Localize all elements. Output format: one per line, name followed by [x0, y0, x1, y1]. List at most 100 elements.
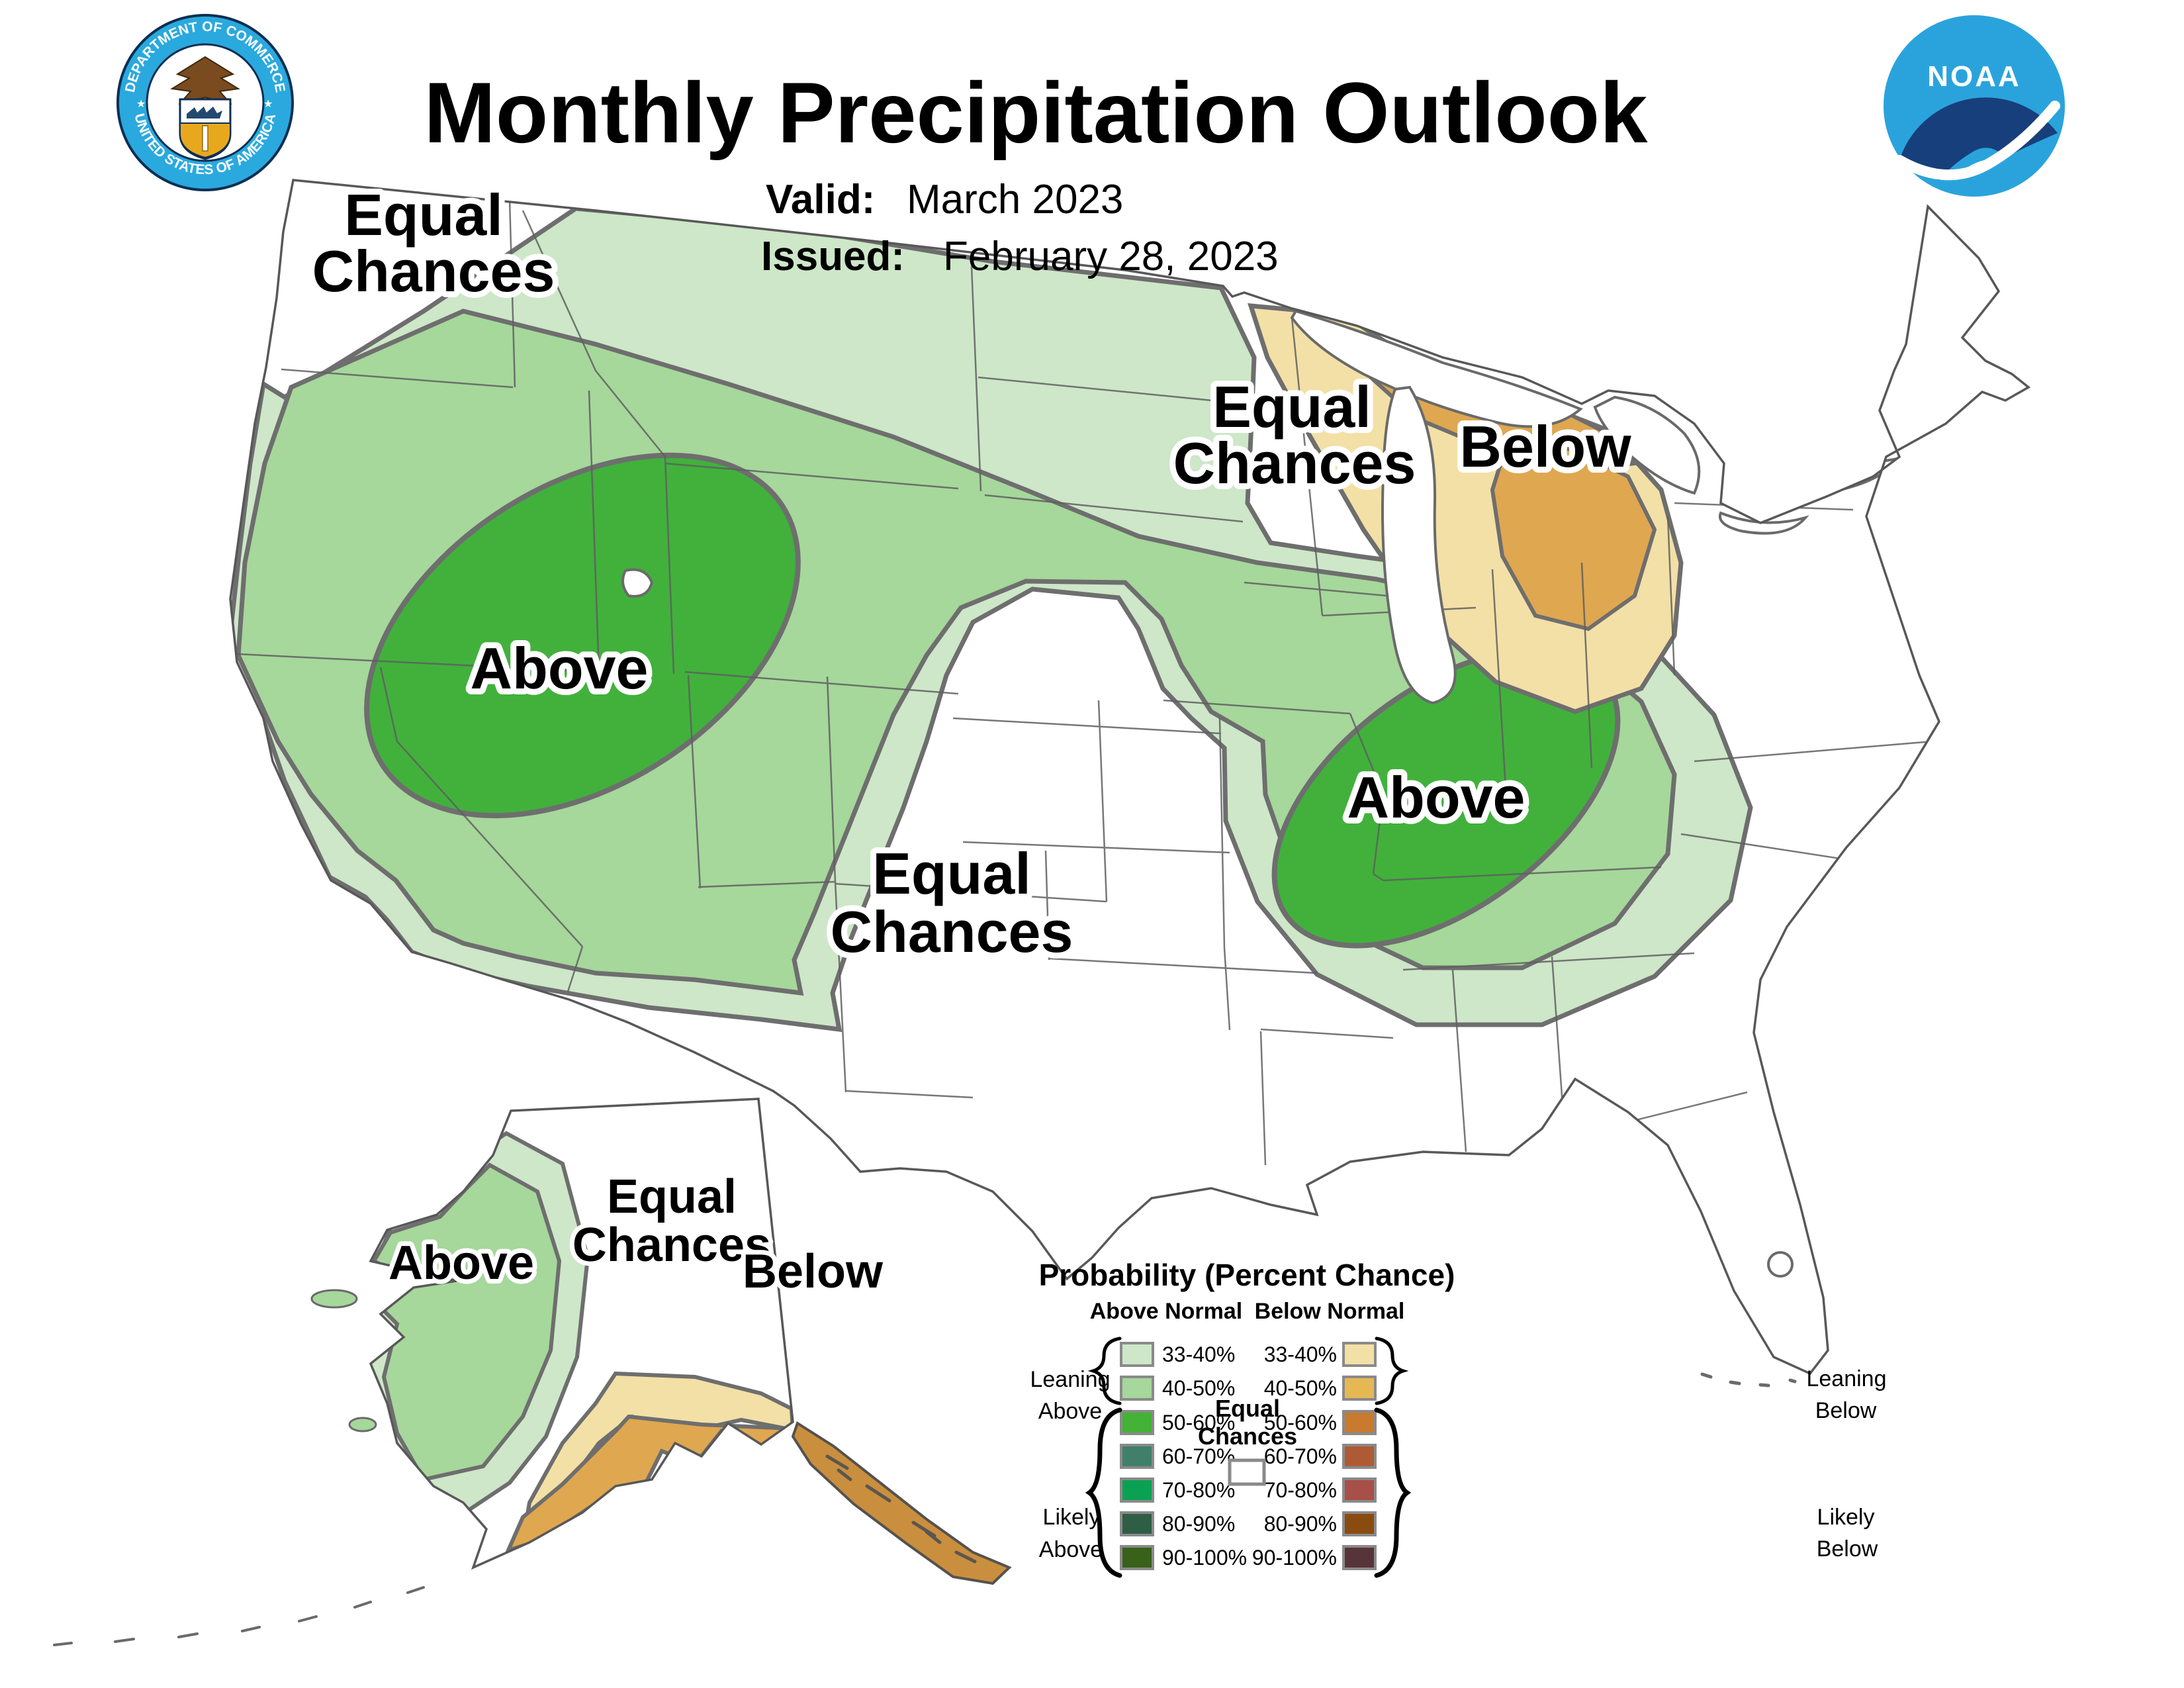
noaa-logo: NOAA — [1884, 15, 2065, 197]
noaa-bird-wing — [1964, 158, 2005, 171]
label-ak-below: Below — [743, 1245, 884, 1298]
legend-below-heading: Below Normal — [1255, 1299, 1405, 1324]
legend-above-heading: Above Normal — [1090, 1299, 1243, 1324]
legend-likely-above-2: Above — [1039, 1537, 1103, 1562]
alaska-outline — [369, 1098, 794, 1570]
lake-superior — [1290, 309, 1583, 428]
label-nw-equal-chances: Equal — [344, 182, 503, 248]
legend-swatch-below-80-90 — [1342, 1511, 1377, 1536]
legend-below-column — [1342, 1342, 1377, 1570]
legend-swatch-above-70-80 — [1120, 1477, 1154, 1503]
lake-ontario — [1821, 457, 1901, 492]
florida-keys — [1700, 1372, 1797, 1387]
label-gl-equal-chances: Equal — [1212, 374, 1371, 440]
label-nw-equal-chances-2: Chances — [312, 238, 555, 304]
legend-leaning-above-2: Above — [1038, 1399, 1102, 1424]
page-title: Monthly Precipitation Outlook — [424, 64, 1649, 161]
label-central-equal-chances: Equal — [872, 841, 1031, 906]
legend-swatch-equal-chances — [1228, 1458, 1266, 1486]
legend-swatch-below-40-50 — [1342, 1376, 1377, 1401]
legend-swatch-above-60-70 — [1120, 1444, 1154, 1469]
legend-label-below-40-50: 40-50% — [1264, 1376, 1337, 1400]
seal-shield-icon — [179, 98, 232, 160]
conus-outline — [229, 179, 2031, 1376]
seal-star-right: ★ — [263, 99, 273, 110]
header: Monthly Precipitation Outlook Valid: Mar… — [424, 64, 1649, 279]
lake-huron — [1593, 395, 1701, 495]
legend-label-below-33-40: 33-40% — [1264, 1342, 1337, 1366]
legend-swatch-above-90-100 — [1120, 1545, 1154, 1570]
legend-group-labels: Leaning Above Likely Above Leaning Below… — [1030, 1366, 1886, 1562]
legend-equal-chances: Equal — [1215, 1395, 1280, 1422]
label-gl-below: Below — [1459, 414, 1631, 479]
legend: Probability (Percent Chance) Above Norma… — [1030, 1258, 1887, 1578]
brace-leaning-below — [1375, 1336, 1409, 1405]
legend-label-above-60-70: 60-70% — [1162, 1444, 1235, 1468]
label-ak-above: Above — [388, 1237, 534, 1289]
brace-likely-below — [1374, 1407, 1412, 1578]
legend-braces — [1085, 1336, 1412, 1578]
label-ak-equal-chances-2: Chances — [572, 1219, 771, 1272]
seal-ship-icon — [187, 107, 222, 118]
alaska-panhandle-texture — [825, 1454, 977, 1564]
issued-value: February 28, 2023 — [943, 234, 1279, 279]
label-east-above: Above — [1347, 765, 1525, 830]
map-labels: Equal Chances Above Equal Chances Equal … — [306, 176, 1638, 1303]
legend-label-above-50-60: 50-60% — [1162, 1411, 1235, 1434]
legend-likely-below-2: Below — [1817, 1536, 1878, 1562]
legend-leaning-below: Leaning — [1806, 1366, 1886, 1391]
lake-okeechobee — [1767, 1251, 1794, 1278]
legend-above-column — [1120, 1342, 1154, 1570]
legend-swatch-below-33-40 — [1342, 1342, 1377, 1367]
legend-label-above-90-100: 90-100% — [1162, 1546, 1247, 1570]
nunivak-island — [348, 1417, 377, 1432]
seal-eagle-icon — [170, 56, 240, 105]
alaska-canada-border — [757, 1098, 794, 1423]
brace-leaning-above — [1087, 1336, 1122, 1405]
aleutian-islands — [53, 1586, 425, 1646]
legend-label-below-90-100: 90-100% — [1252, 1546, 1337, 1570]
legend-label-below-80-90: 80-90% — [1264, 1512, 1337, 1536]
label-central-equal-chances-2: Chances — [831, 899, 1073, 964]
brace-likely-above — [1085, 1407, 1122, 1578]
noaa-wordmark: NOAA — [1927, 60, 2021, 93]
noaa-logo-dark-field — [1901, 97, 2058, 180]
legend-swatch-below-50-60 — [1342, 1410, 1377, 1435]
legend-leaning-below-2: Below — [1815, 1398, 1877, 1423]
label-west-above: Above — [471, 635, 649, 701]
legend-swatch-above-80-90 — [1120, 1511, 1154, 1536]
legend-above-range-labels: 33-40% 40-50% 50-60% 60-70% 70-80% 80-90… — [1162, 1342, 1247, 1570]
legend-swatch-above-40-50 — [1120, 1376, 1154, 1401]
legend-title: Probability (Percent Chance) — [1039, 1258, 1455, 1292]
alaska-inset — [53, 1098, 1012, 1646]
legend-likely-below: Likely — [1817, 1505, 1875, 1530]
legend-swatch-below-70-80 — [1342, 1477, 1377, 1503]
legend-swatch-below-60-70 — [1342, 1444, 1377, 1469]
legend-label-above-70-80: 70-80% — [1162, 1478, 1235, 1502]
st-lawrence-island — [310, 1289, 358, 1309]
legend-label-below-60-70: 60-70% — [1264, 1444, 1337, 1468]
lake-michigan — [1381, 385, 1457, 705]
label-gl-equal-chances-2: Chances — [1173, 430, 1416, 496]
great-salt-lake — [621, 568, 654, 598]
legend-label-above-80-90: 80-90% — [1162, 1512, 1235, 1536]
legend-leaning-above: Leaning — [1030, 1367, 1110, 1392]
alaska-above-40-50 — [371, 1162, 562, 1482]
legend-label-above-40-50: 40-50% — [1162, 1376, 1235, 1400]
legend-below-range-labels: 33-40% 40-50% 50-60% 60-70% 70-80% 80-90… — [1252, 1342, 1337, 1570]
alaska-panhandle — [791, 1421, 1012, 1585]
issued-label: Issued: — [761, 234, 905, 279]
seal-lighthouse-icon — [202, 125, 208, 152]
commerce-seal: DEPARTMENT OF COMMERCE UNITED STATES OF … — [116, 14, 294, 191]
legend-label-below-70-80: 70-80% — [1264, 1478, 1337, 1502]
legend-label-above-33-40: 33-40% — [1162, 1342, 1235, 1366]
state-boundaries — [236, 198, 1933, 1166]
legend-swatch-above-50-60 — [1120, 1410, 1154, 1435]
legend-swatch-above-33-40 — [1120, 1342, 1154, 1367]
valid-value: March 2023 — [907, 177, 1123, 222]
region-below-40-50-michigan — [1490, 434, 1657, 632]
valid-label: Valid: — [766, 177, 875, 222]
legend-likely-above: Likely — [1043, 1505, 1101, 1530]
